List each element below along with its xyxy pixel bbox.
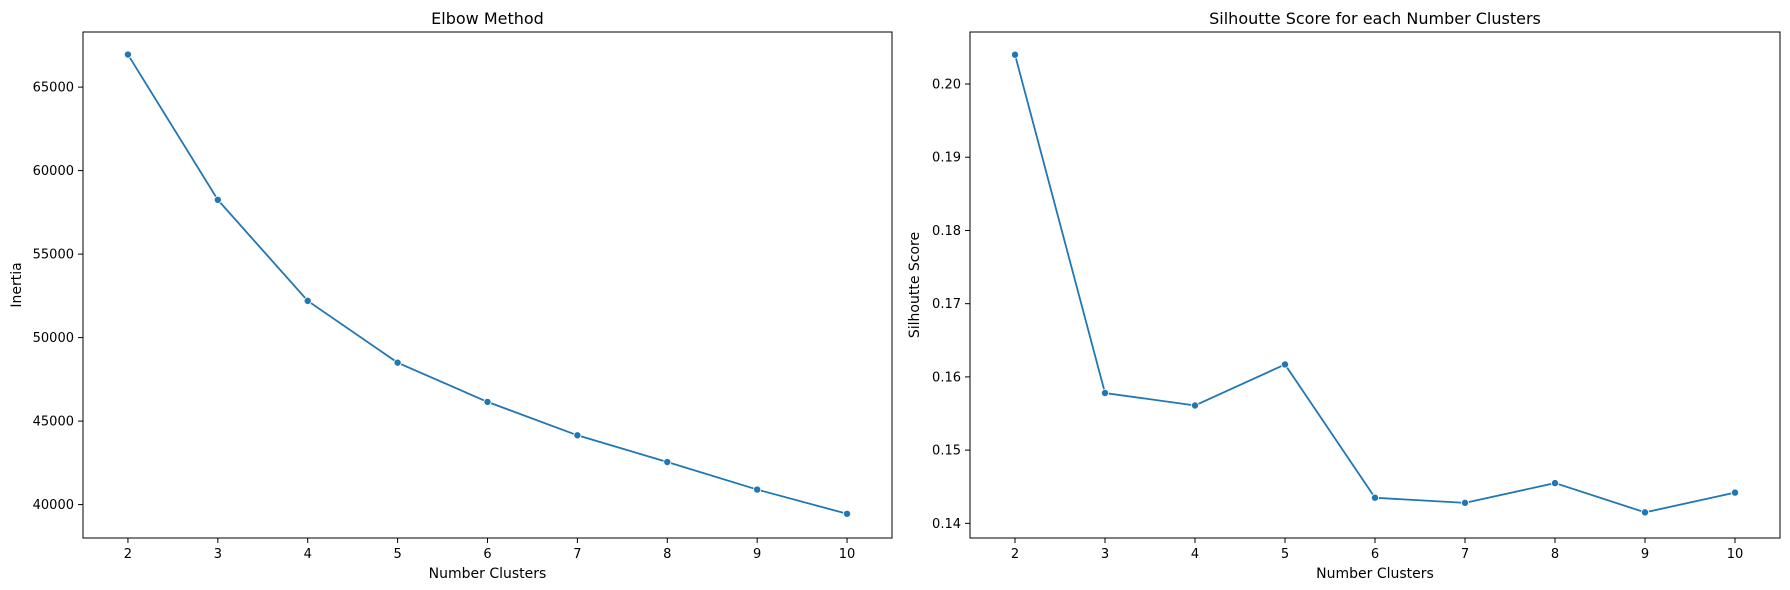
x-tick-label: 9 bbox=[1641, 547, 1649, 562]
data-point bbox=[1551, 479, 1560, 488]
x-tick-label: 6 bbox=[1371, 547, 1379, 562]
x-axis-label: Number Clusters bbox=[429, 566, 547, 582]
y-tick-label: 40000 bbox=[33, 498, 74, 513]
x-tick-label: 6 bbox=[483, 547, 491, 562]
data-point bbox=[573, 431, 582, 440]
data-point bbox=[213, 195, 222, 204]
plot-frame bbox=[82, 31, 893, 539]
y-tick-label: 50000 bbox=[33, 331, 74, 346]
x-tick-label: 10 bbox=[1727, 547, 1744, 562]
y-tick-label: 0.18 bbox=[932, 224, 961, 239]
x-tick-label: 8 bbox=[1551, 547, 1559, 562]
data-point bbox=[1281, 360, 1290, 369]
axis-ticks: 2 3 4 5 6 7 8 9 10 40000 45000 50000 55000 60000 65000 bbox=[33, 81, 856, 562]
x-tick-label: 9 bbox=[753, 547, 761, 562]
data-point bbox=[123, 50, 132, 59]
y-tick-label: 55000 bbox=[33, 248, 74, 263]
series-line bbox=[1014, 54, 1736, 514]
y-tick-label: 0.20 bbox=[932, 77, 961, 92]
x-tick-label: 7 bbox=[573, 547, 581, 562]
y-tick-label: 0.14 bbox=[932, 517, 961, 532]
y-tick-label: 65000 bbox=[33, 81, 74, 96]
silhouette-chart: Silhoutte Score for each Number Clusters… bbox=[907, 9, 1781, 582]
x-tick-label: 8 bbox=[663, 547, 671, 562]
data-point bbox=[1641, 508, 1650, 517]
x-tick-label: 5 bbox=[1281, 547, 1289, 562]
y-tick-label: 60000 bbox=[33, 164, 74, 179]
data-point bbox=[1731, 488, 1740, 497]
chart-title: Elbow Method bbox=[431, 9, 544, 28]
chart-title: Silhoutte Score for each Number Clusters bbox=[1209, 9, 1541, 28]
x-tick-label: 4 bbox=[1191, 547, 1199, 562]
series-line bbox=[127, 54, 848, 515]
x-tick-label: 5 bbox=[393, 547, 401, 562]
y-axis-label: Silhoutte Score bbox=[907, 232, 923, 338]
series-marks bbox=[1011, 50, 1740, 517]
x-tick-label: 2 bbox=[1011, 547, 1019, 562]
y-tick-label: 0.19 bbox=[932, 151, 961, 166]
plot-frame bbox=[969, 31, 1781, 539]
y-tick-label: 45000 bbox=[33, 415, 74, 430]
data-point bbox=[753, 485, 762, 494]
y-tick-label: 0.16 bbox=[932, 370, 961, 385]
x-tick-label: 3 bbox=[1101, 547, 1109, 562]
x-tick-label: 2 bbox=[124, 547, 132, 562]
data-point bbox=[1461, 498, 1470, 507]
y-axis-label: Inertia bbox=[9, 262, 25, 307]
data-point bbox=[663, 458, 672, 467]
axis-ticks: 2 3 4 5 6 7 8 9 10 0.14 0.15 0.16 0.17 0.18 0.19 0.20 bbox=[932, 77, 1743, 562]
x-tick-label: 10 bbox=[839, 547, 856, 562]
x-tick-label: 7 bbox=[1461, 547, 1469, 562]
y-tick-label: 0.17 bbox=[932, 297, 961, 312]
data-point bbox=[1011, 50, 1020, 59]
y-tick-label: 0.15 bbox=[932, 444, 961, 459]
data-point bbox=[1371, 493, 1380, 502]
data-point bbox=[843, 509, 852, 518]
data-point bbox=[303, 296, 312, 305]
series-marks bbox=[123, 50, 852, 518]
elbow-chart: Elbow Method Number Clusters Inertia 2 3 4… bbox=[9, 9, 893, 582]
x-tick-label: 3 bbox=[214, 547, 222, 562]
data-point bbox=[393, 358, 402, 367]
data-point bbox=[1191, 401, 1200, 410]
x-axis-label: Number Clusters bbox=[1316, 566, 1434, 582]
x-tick-label: 4 bbox=[304, 547, 312, 562]
data-point bbox=[1101, 389, 1110, 398]
data-point bbox=[483, 397, 492, 406]
